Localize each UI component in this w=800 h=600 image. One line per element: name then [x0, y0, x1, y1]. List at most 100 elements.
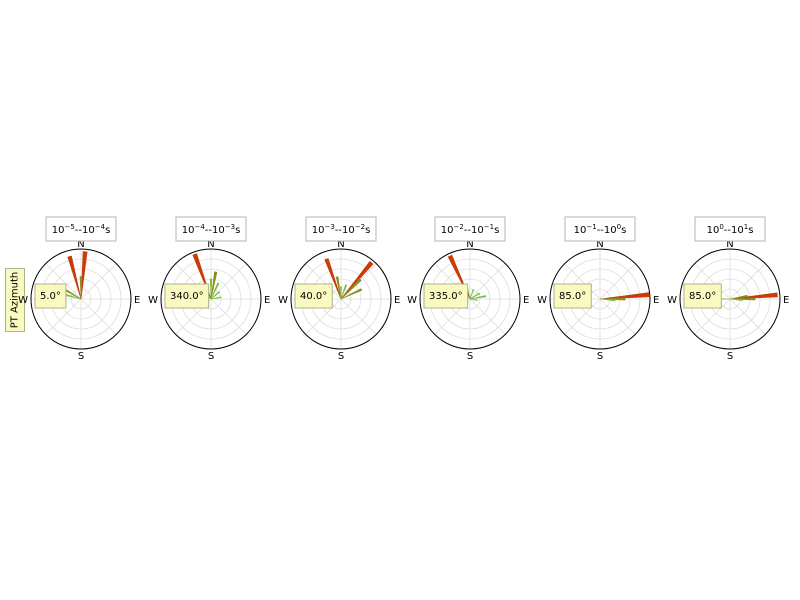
panel-title: 100--101s: [707, 223, 754, 236]
panel-title-box: [175, 216, 247, 242]
grid-spoke-225: [694, 298, 731, 335]
panel-title: 10−2--10−1s: [441, 223, 500, 236]
compass-south-label: S: [597, 351, 603, 362]
azimuth-annotation-box: [553, 283, 592, 309]
rose-petal-2: [67, 255, 82, 300]
polar-frame: [160, 248, 262, 350]
grid-spoke-45: [80, 263, 117, 300]
azimuth-annotation: 340.0°: [170, 291, 204, 302]
grid-spoke-315: [45, 263, 82, 300]
rose-petal-2: [210, 271, 218, 300]
compass-west-label: W: [407, 295, 417, 306]
rose-petal-5: [210, 291, 221, 300]
compass-west-label: W: [18, 295, 28, 306]
panel-title: 10−1--100s: [574, 223, 627, 236]
rose-panel-6: N S E W 100--101s 85.0°: [667, 216, 789, 362]
compass-south-label: S: [78, 351, 84, 362]
polar-frame: [549, 248, 651, 350]
rose-petal-5: [335, 276, 342, 300]
rose-panel-5: N S E W 10−1--100s 85.0°: [537, 216, 659, 362]
rose-petal-6: [210, 296, 222, 300]
panel-title-box: [45, 216, 117, 242]
rose-petal-2: [729, 297, 756, 301]
rose-petal-2: [324, 258, 342, 300]
rose-petal-4: [469, 292, 481, 300]
polar-frame: [419, 248, 521, 350]
azimuth-annotation: 85.0°: [559, 291, 586, 302]
rose-petal-3: [340, 278, 362, 300]
compass-north-label: N: [337, 239, 344, 250]
compass-east-label: E: [134, 295, 140, 306]
compass-south-label: S: [467, 351, 473, 362]
compass-west-label: W: [537, 295, 547, 306]
azimuth-annotation-box: [164, 283, 210, 309]
rose-panel-2: N S E W 10−4--10−3s 340.0°: [148, 216, 270, 362]
rose-panel-3: N S E W 10−3--10−2s 40.0°: [278, 216, 400, 362]
rose-petal-3: [729, 294, 748, 300]
grid-spoke-315: [564, 263, 601, 300]
rose-petal-3: [469, 295, 487, 300]
compass-north-label: N: [596, 239, 603, 250]
rose-petal-3: [209, 278, 213, 300]
azimuth-annotation-box: [34, 283, 67, 309]
rose-petal-1: [340, 260, 374, 300]
compass-west-label: W: [148, 295, 158, 306]
rose-petal-1: [599, 292, 650, 300]
grid-spoke-135: [340, 298, 377, 335]
rose-petal-5: [722, 298, 731, 300]
grid-spoke-45: [469, 263, 506, 300]
polar-frame: [679, 248, 781, 350]
azimuth-annotation: 5.0°: [40, 291, 61, 302]
panel-title-box: [305, 216, 377, 242]
compass-east-label: E: [523, 295, 529, 306]
compass-north-label: N: [466, 239, 473, 250]
compass-east-label: E: [394, 295, 400, 306]
rose-petal-4: [340, 288, 363, 300]
azimuth-annotation: 335.0°: [429, 291, 463, 302]
panel-title-box: [434, 216, 506, 242]
grid-spoke-135: [80, 298, 117, 335]
azimuth-annotation: 40.0°: [300, 291, 327, 302]
rose-panel-1: N S E W 10−5--10−4s 5.0°: [18, 216, 140, 362]
grid-spoke-315: [694, 263, 731, 300]
rose-petal-4: [210, 282, 220, 300]
ylabel-box: PT Azimuth: [5, 268, 25, 332]
compass-east-label: E: [783, 295, 789, 306]
compass-south-label: S: [338, 351, 344, 362]
rose-petal-1: [80, 251, 88, 300]
rose-petal-5: [469, 298, 478, 301]
grid-spoke-315: [305, 263, 342, 300]
compass-north-label: N: [77, 239, 84, 250]
grid-spoke-225: [45, 298, 82, 335]
rose-petal-7: [340, 286, 342, 300]
polar-frame: [290, 248, 392, 350]
rose-petal-2: [599, 297, 626, 301]
rose-petal-3: [599, 298, 616, 302]
grid-spoke-135: [469, 298, 506, 335]
compass-east-label: E: [653, 295, 659, 306]
panel-title: 10−5--10−4s: [52, 223, 111, 236]
panel-title: 10−4--10−3s: [182, 223, 241, 236]
polar-frame: [30, 248, 132, 350]
rose-petal-6: [469, 289, 475, 300]
compass-south-label: S: [208, 351, 214, 362]
grid-spoke-135: [729, 298, 766, 335]
compass-north-label: N: [726, 239, 733, 250]
panel-title: 10−3--10−2s: [312, 223, 371, 236]
azimuth-annotation-box: [423, 283, 469, 309]
rose-petal-6: [340, 284, 348, 300]
grid-spoke-135: [599, 298, 636, 335]
rose-panel-4: N S E W 10−2--10−1s 335.0°: [407, 216, 529, 362]
compass-west-label: W: [278, 295, 288, 306]
grid-spoke-225: [564, 298, 601, 335]
grid-spoke-45: [599, 263, 636, 300]
compass-east-label: E: [264, 295, 270, 306]
compass-west-label: W: [667, 295, 677, 306]
azimuth-annotation-box: [683, 283, 722, 309]
grid-spoke-45: [729, 263, 766, 300]
grid-spoke-45: [210, 263, 247, 300]
panel-title-box: [694, 216, 766, 242]
grid-spoke-225: [305, 298, 342, 335]
azimuth-annotation-box: [294, 283, 333, 309]
